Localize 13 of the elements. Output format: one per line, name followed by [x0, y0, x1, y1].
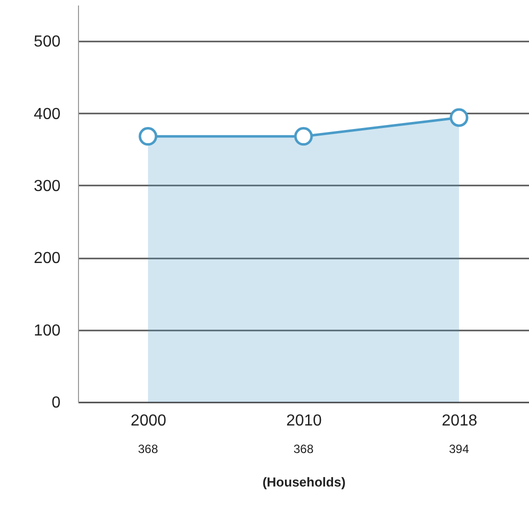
x-axis-title: (Households)	[262, 474, 346, 490]
y-tick-label: 500	[34, 34, 61, 51]
data-label: 368	[138, 442, 158, 456]
y-tick-label: 300	[34, 178, 61, 195]
y-tick-label: 400	[34, 106, 61, 123]
y-tick-label: 200	[34, 250, 61, 268]
data-label: 394	[449, 442, 470, 456]
data-label: 368	[293, 442, 314, 456]
x-tick-label: 2000	[130, 412, 166, 430]
y-tick-label: 0	[52, 394, 61, 412]
y-tick-label: 100	[34, 322, 61, 340]
x-tick-label: 2018	[442, 412, 478, 430]
x-tick-label: 2010	[286, 412, 322, 430]
